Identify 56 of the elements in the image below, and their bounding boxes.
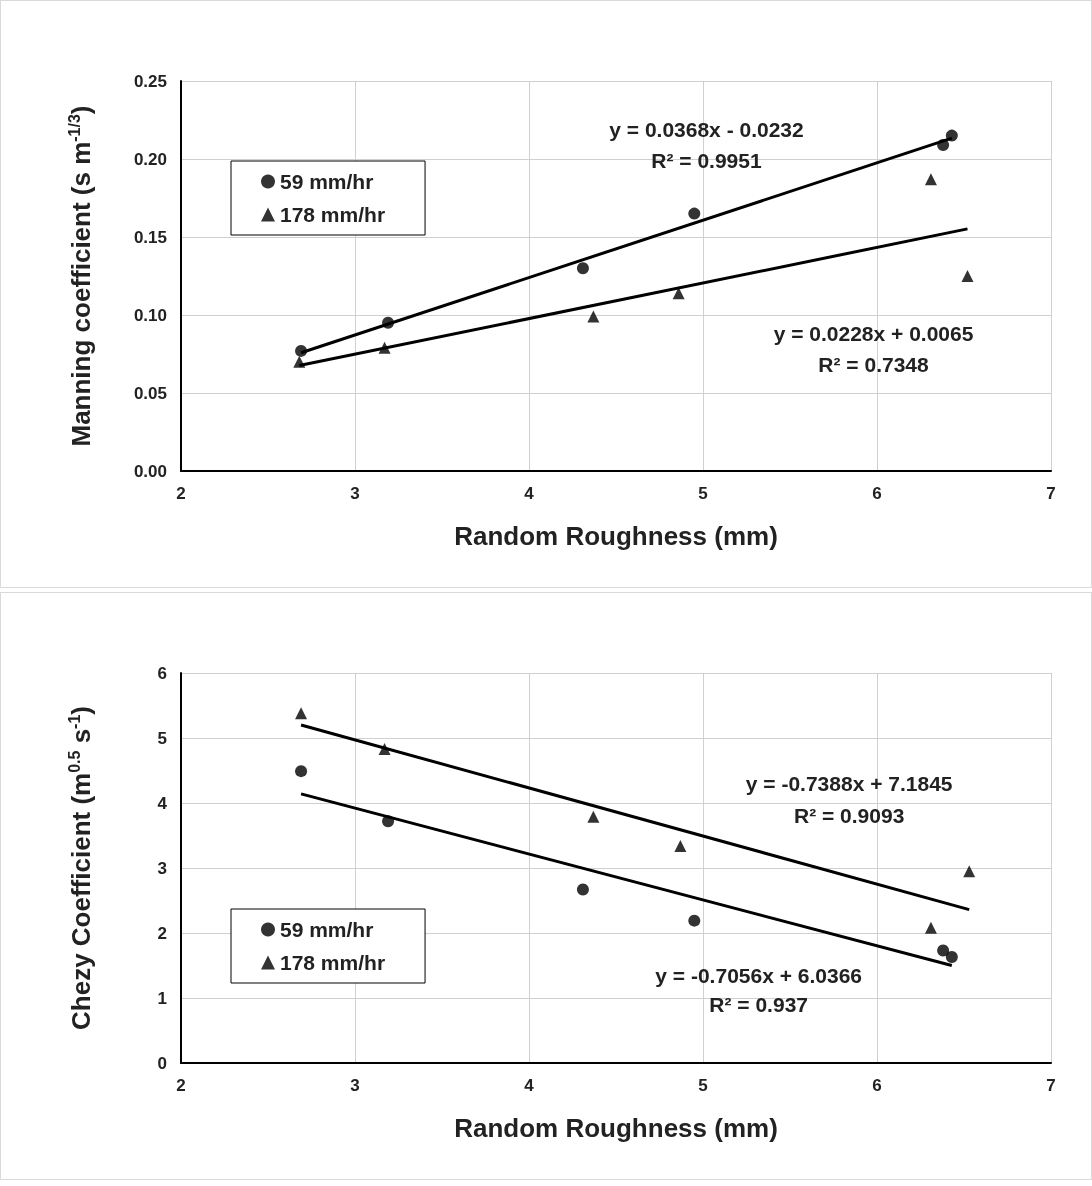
- y-axis-title: Manning coefficient (s m-1/3): [65, 105, 96, 447]
- point: [576, 262, 589, 275]
- annotation: y = 0.0228x + 0.0065: [773, 322, 974, 346]
- point: [295, 707, 308, 720]
- x-tick-label: 6: [872, 484, 882, 503]
- y-tick-label: 0.00: [133, 461, 167, 481]
- y-tick-label: 0: [157, 1053, 167, 1073]
- legend-label: 59 mm/hr: [280, 170, 374, 193]
- x-tick-label: 4: [524, 484, 535, 503]
- y-tick-label: 0.05: [133, 383, 167, 403]
- x-tick-label: 5: [698, 1076, 708, 1095]
- y-tick-label: 1: [157, 988, 167, 1008]
- y-tick-label: 2: [157, 923, 167, 943]
- legend-label: 178 mm/hr: [280, 951, 386, 974]
- x-tick-label: 2: [176, 1076, 186, 1095]
- y-tick-label: 6: [157, 663, 167, 683]
- x-axis-title: Random Roughness (mm): [454, 521, 778, 551]
- point: [674, 839, 687, 852]
- point: [576, 883, 589, 896]
- y-tick-label: 4: [157, 793, 168, 813]
- legend-label: 178 mm/hr: [280, 203, 386, 226]
- point: [963, 865, 976, 878]
- y-tick-label: 0.15: [133, 227, 167, 247]
- y-tick-label: 0.25: [133, 71, 167, 91]
- x-tick-label: 5: [698, 484, 708, 503]
- x-tick-label: 2: [176, 484, 186, 503]
- annotation: R² = 0.9093: [794, 803, 905, 827]
- x-tick-label: 7: [1046, 484, 1056, 503]
- annotation: y = -0.7388x + 7.1845: [745, 771, 953, 795]
- point: [688, 207, 701, 220]
- y-tick-label: 3: [157, 858, 167, 878]
- point: [924, 921, 937, 934]
- x-tick-label: 3: [350, 484, 360, 503]
- x-axis-title: Random Roughness (mm): [454, 1113, 778, 1143]
- point: [961, 270, 974, 282]
- point: [295, 765, 308, 778]
- x-tick-label: 7: [1046, 1076, 1056, 1095]
- point: [924, 173, 937, 186]
- y-tick-label: 0.10: [133, 305, 167, 325]
- point: [587, 810, 600, 823]
- x-tick-label: 3: [350, 1076, 360, 1095]
- annotation: R² = 0.937: [709, 993, 809, 1016]
- point: [587, 310, 600, 323]
- y-tick-label: 5: [157, 728, 167, 748]
- legend-label: 59 mm/hr: [280, 918, 374, 941]
- x-tick-label: 4: [524, 1076, 535, 1095]
- y-axis-title: Chezy Coefficient (m0.5 s-1): [65, 706, 96, 1030]
- annotation: R² = 0.9951: [651, 149, 762, 173]
- annotation: y = 0.0368x - 0.0232: [609, 117, 804, 141]
- point: [937, 944, 950, 957]
- point: [688, 914, 701, 927]
- y-tick-label: 0.20: [133, 149, 167, 169]
- annotation: R² = 0.7348: [818, 353, 929, 377]
- point: [945, 951, 958, 964]
- annotation: y = -0.7056x + 6.0366: [655, 963, 863, 987]
- x-tick-label: 6: [872, 1076, 882, 1095]
